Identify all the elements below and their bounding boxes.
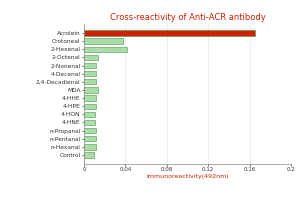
Bar: [84, 136, 96, 141]
Bar: [84, 38, 123, 44]
Bar: [84, 120, 95, 125]
Bar: [84, 55, 98, 60]
Bar: [84, 95, 96, 101]
Bar: [84, 152, 94, 158]
Bar: [84, 79, 96, 84]
Bar: [84, 104, 96, 109]
Bar: [84, 112, 95, 117]
Title: Cross-reactivity of Anti-ACR antibody: Cross-reactivity of Anti-ACR antibody: [110, 13, 266, 22]
Bar: [84, 30, 255, 36]
Bar: [84, 128, 96, 133]
Bar: [84, 47, 128, 52]
X-axis label: Immunoreactivity(492nm): Immunoreactivity(492nm): [146, 174, 229, 179]
Bar: [84, 144, 96, 150]
Bar: [84, 63, 96, 68]
Bar: [84, 71, 96, 76]
Bar: [84, 87, 98, 93]
